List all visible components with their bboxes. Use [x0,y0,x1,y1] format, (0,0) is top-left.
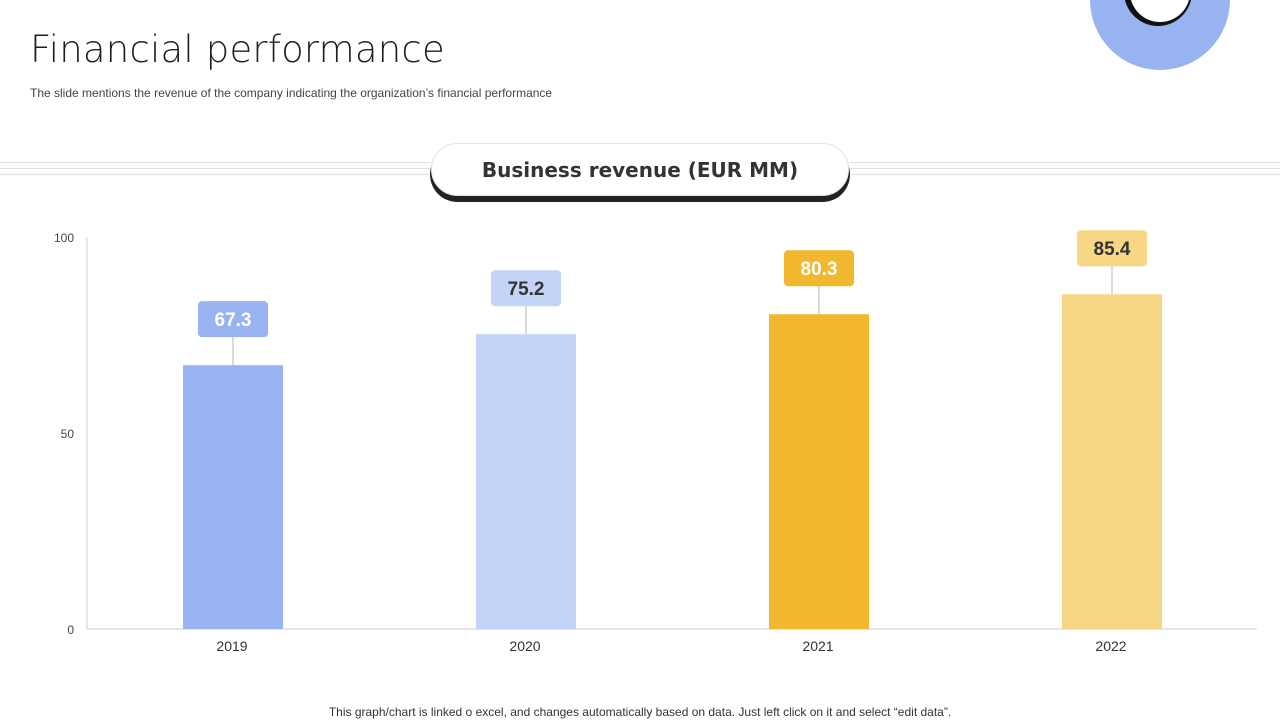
bar-2021[interactable] [769,314,869,629]
decorative-ring-outer [1090,0,1230,70]
footnote: This graph/chart is linked o excel, and … [328,705,952,719]
data-label: 67.3 [215,310,252,331]
data-label: 85.4 [1094,239,1131,260]
x-tick-label: 2020 [509,638,540,654]
data-label-box [1077,230,1147,267]
bar-2020[interactable] [476,334,576,629]
decorative-ring-icon [1090,0,1230,70]
x-tick-label: 2019 [216,638,247,654]
data-label: 80.3 [801,259,838,280]
chart-title: Business revenue (EUR MM) [431,143,849,196]
bar-2019[interactable] [183,365,283,629]
data-label-box [491,270,561,307]
y-tick-label: 0 [67,623,74,637]
page-title: Financial performance [30,28,445,71]
bar-2022[interactable] [1062,294,1162,629]
data-label: 75.2 [508,279,545,300]
x-tick-label: 2022 [1095,638,1126,654]
page-subtitle: The slide mentions the revenue of the co… [30,86,553,100]
data-label-box [784,250,854,287]
data-label-box [198,301,268,338]
y-tick-label: 100 [54,231,74,245]
y-tick-label: 50 [61,427,75,441]
x-tick-label: 2021 [802,638,833,654]
